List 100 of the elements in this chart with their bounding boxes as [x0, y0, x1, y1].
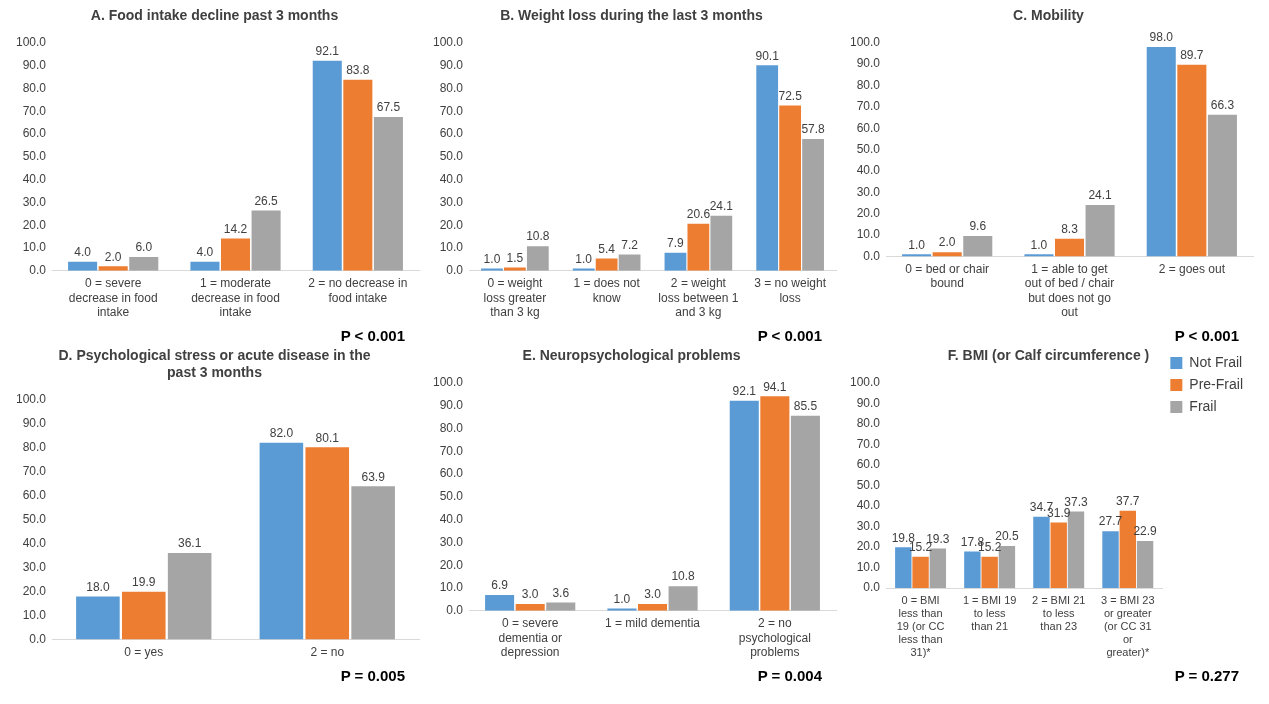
data-label: 18.0	[86, 579, 110, 594]
bar	[259, 442, 304, 640]
x-tick-label: 2 = no psychological problems	[738, 616, 811, 660]
data-label: 89.7	[1180, 48, 1204, 63]
y-tick-label: 20.0	[439, 557, 464, 572]
y-tick-label: 50.0	[22, 149, 47, 164]
y-tick-label: 0.0	[446, 263, 464, 278]
chart-title: F. BMI (or Calf circumference )	[947, 347, 1150, 364]
text: P < 0.001	[757, 327, 822, 344]
bar	[76, 596, 120, 640]
y-tick-label: 60.0	[22, 487, 47, 502]
y-tick-label: 10.0	[856, 227, 881, 242]
text: P = 0.004	[757, 667, 822, 684]
y-tick-label: 100.0	[16, 35, 47, 50]
x-tick-label: 3 = BMI 23 or greater (or CC 31 or greater)*	[1101, 593, 1155, 659]
y-tick-label: 50.0	[22, 511, 47, 526]
bar	[251, 210, 281, 271]
bar	[668, 586, 698, 611]
bar	[1146, 47, 1176, 257]
bar	[964, 551, 981, 588]
x-tick-label: 2 = weight loss between 1 and 3 kg	[658, 276, 739, 320]
y-tick-label: 70.0	[22, 103, 47, 118]
data-label: 4.0	[196, 244, 214, 259]
data-label: 80.1	[315, 430, 340, 445]
bar	[1024, 254, 1054, 257]
bar	[595, 258, 618, 271]
chart-title: D. Psychological stress or acute disease in the past 3 months	[58, 347, 371, 381]
x-tick-label: 2 = BMI 21 to less than 23	[1031, 593, 1086, 633]
bar	[1177, 64, 1207, 257]
chart-title: C. Mobility	[1013, 7, 1085, 24]
data-label: 3.0	[521, 587, 539, 602]
y-tick-label: 10.0	[22, 607, 47, 622]
y-tick-label: 60.0	[856, 457, 881, 472]
y-tick-label: 90.0	[439, 397, 464, 412]
y-tick-label: 90.0	[856, 56, 881, 71]
text: P = 0.005	[340, 667, 405, 684]
y-tick-label: 80.0	[439, 80, 464, 95]
y-tick-label: 80.0	[856, 77, 881, 92]
y-tick-label: 60.0	[856, 120, 881, 135]
y-tick-label: 0.0	[29, 263, 47, 278]
y-tick-label: 10.0	[439, 580, 464, 595]
data-label: 10.8	[526, 229, 550, 244]
y-tick-label: 60.0	[439, 126, 464, 141]
y-tick-label: 100.0	[16, 391, 47, 406]
y-tick-label: 70.0	[856, 436, 881, 451]
data-label: 57.8	[801, 122, 826, 137]
y-tick-label: 100.0	[850, 35, 881, 50]
y-tick-label: 100.0	[433, 375, 464, 390]
legend-label: Frail	[1189, 397, 1217, 414]
bar	[618, 254, 641, 271]
y-tick-label: 40.0	[856, 163, 881, 178]
y-tick-label: 50.0	[856, 141, 881, 156]
data-label: 94.1	[763, 379, 787, 394]
data-label: 6.0	[135, 240, 153, 255]
x-tick-label: 0 = bed or chair bound	[905, 261, 990, 291]
y-tick-label: 70.0	[439, 103, 464, 118]
data-label: 1.0	[1030, 237, 1048, 252]
y-tick-label: 0.0	[863, 580, 881, 595]
y-tick-label: 40.0	[439, 171, 464, 186]
data-label: 24.1	[1088, 188, 1113, 203]
y-tick-label: 20.0	[439, 217, 464, 232]
x-tick-label: 1 = able to get out of bed / chair but does not go out	[1024, 261, 1115, 320]
y-tick-label: 30.0	[856, 518, 881, 533]
y-tick-label: 70.0	[439, 443, 464, 458]
y-tick-label: 10.0	[439, 240, 464, 255]
bar	[932, 252, 962, 257]
bar	[121, 591, 166, 640]
y-tick-label: 30.0	[856, 184, 881, 199]
data-label: 20.6	[686, 207, 711, 222]
bar	[373, 116, 403, 271]
y-tick-label: 20.0	[22, 217, 47, 232]
y-tick-label: 80.0	[22, 439, 47, 454]
y-tick-label: 90.0	[22, 415, 47, 430]
chart-title: E. Neuropsychological problems	[522, 347, 741, 364]
y-tick-label: 80.0	[22, 80, 47, 95]
y-tick-label: 60.0	[22, 126, 47, 141]
bar	[963, 235, 993, 257]
data-label: 90.1	[755, 48, 780, 63]
data-label: 6.9	[491, 578, 509, 593]
y-tick-label: 40.0	[439, 511, 464, 526]
data-label: 24.1	[709, 199, 734, 214]
bar	[1054, 238, 1085, 257]
bar	[912, 556, 929, 588]
data-label: 1.0	[613, 591, 631, 606]
y-tick-label: 0.0	[29, 631, 47, 646]
y-tick-label: 30.0	[439, 534, 464, 549]
y-tick-label: 20.0	[856, 539, 881, 554]
data-label: 1.5	[506, 250, 524, 265]
data-label: 36.1	[177, 536, 202, 551]
data-label: 2.0	[938, 235, 956, 250]
x-tick-label: 0 = weight loss greater than 3 kg	[483, 276, 547, 320]
bar	[220, 238, 251, 271]
legend-label: Pre-Frail	[1189, 375, 1243, 392]
bar	[1136, 541, 1154, 588]
data-label: 82.0	[269, 426, 294, 441]
data-label: 37.3	[1064, 494, 1088, 509]
x-tick-label: 0 = BMI less than 19 (or CC less than 31)*	[896, 593, 945, 659]
x-tick-label: 0 = severe decrease in food intake	[68, 276, 158, 320]
x-tick-label: 1 = mild dementia	[604, 616, 701, 631]
y-tick-label: 50.0	[439, 149, 464, 164]
